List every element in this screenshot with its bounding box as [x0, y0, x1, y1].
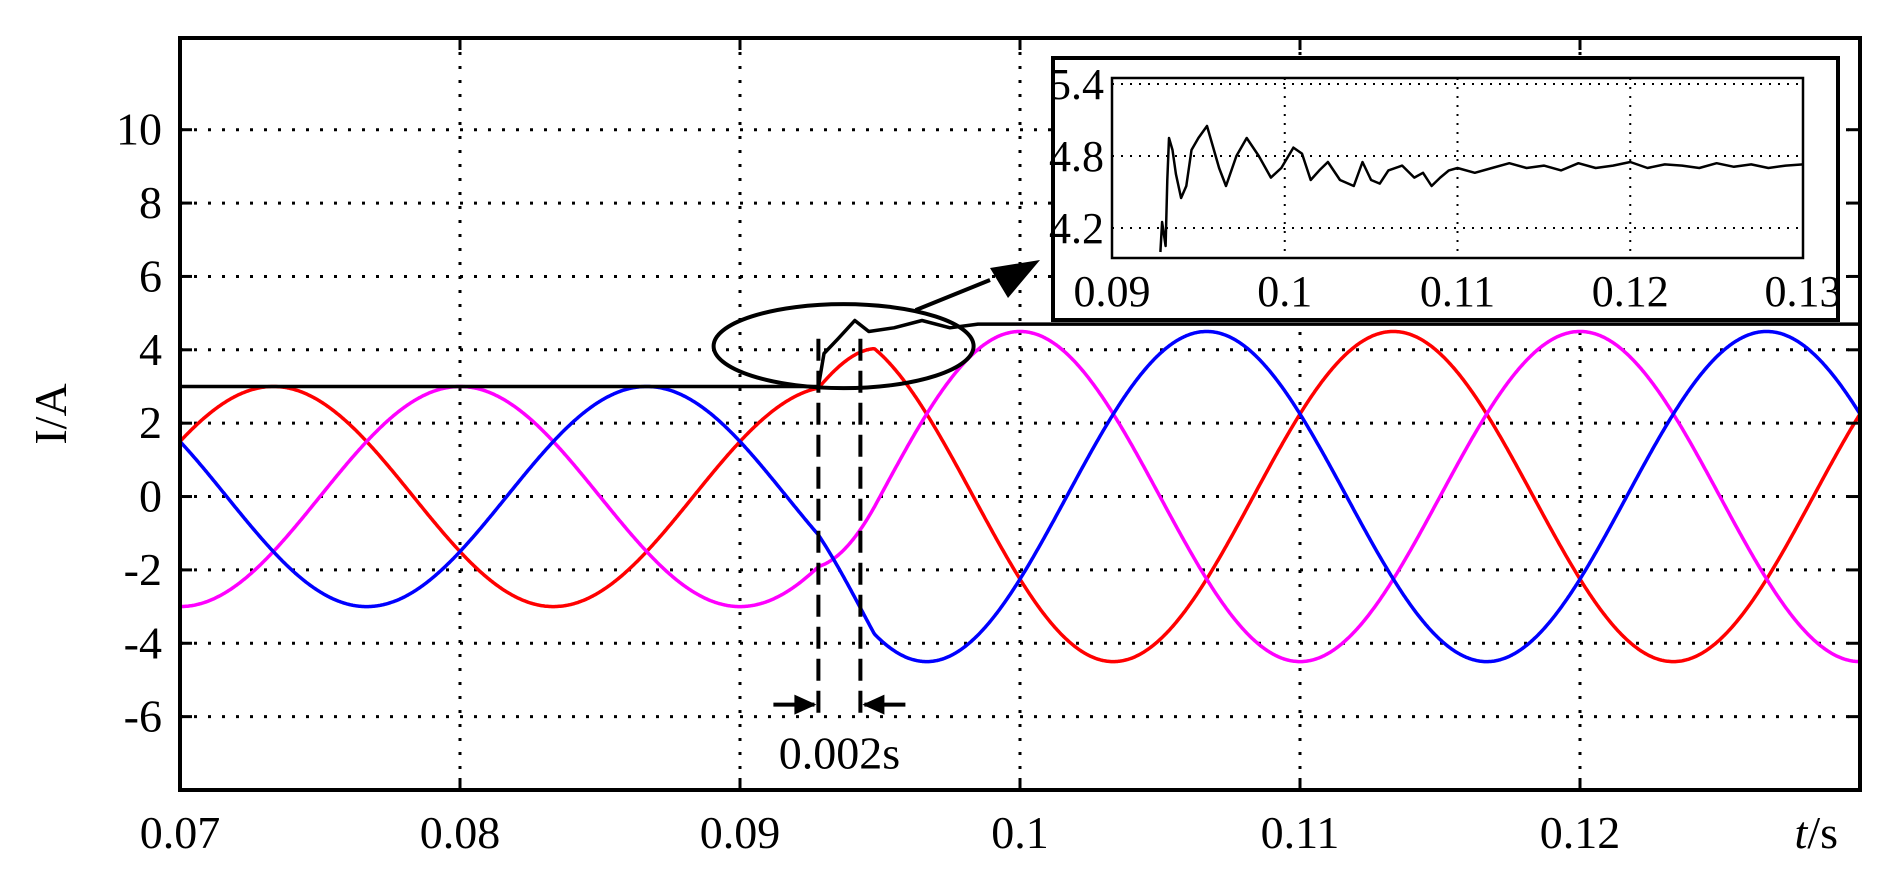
y-axis-label: I/A — [25, 383, 76, 444]
x-axis-label: t/s — [1795, 807, 1838, 858]
x-tick-label: 0.12 — [1540, 807, 1621, 858]
x-tick-label: 0.08 — [420, 807, 501, 858]
inset-x-tick-label: 0.09 — [1074, 267, 1151, 316]
x-tick-label: 0.1 — [991, 807, 1049, 858]
interval-arrow-right-head — [862, 694, 885, 715]
y-tick-label: -6 — [124, 691, 162, 742]
zoom-arrow-line — [914, 278, 991, 312]
inset-y-tick-label: 4.2 — [1049, 204, 1104, 253]
zoom-ellipse — [711, 302, 976, 391]
interval-label: 0.002s — [779, 728, 900, 779]
y-tick-label: 6 — [139, 250, 162, 301]
x-tick-label: 0.11 — [1261, 807, 1340, 858]
inset-y-tick-label: 5.4 — [1049, 60, 1104, 109]
inset-x-tick-label: 0.1 — [1257, 267, 1312, 316]
inset-layer: 0.09 0.1 0.11 0.12 0.13 4.2 4.8 5.4 — [1049, 56, 1842, 322]
annotation-layer: 0.002s — [711, 260, 1040, 779]
inset-frame — [1110, 76, 1805, 260]
x-tick-label: 0.07 — [140, 807, 221, 858]
inset-series-line — [1159, 124, 1804, 253]
y-tick-label: 10 — [116, 104, 162, 155]
y-tick-label: 4 — [139, 324, 162, 375]
series-line-4 — [180, 318, 1860, 389]
labels-layer: 0.07 0.08 0.09 0.1 0.11 0.12 -6 -4 -2 0 2 4 6 8 10 t/s I… — [25, 104, 1838, 858]
inset-x-tick-label: 0.13 — [1765, 267, 1842, 316]
x-tick-label: 0.09 — [700, 807, 781, 858]
y-tick-label: -2 — [124, 544, 162, 595]
series-line-3 — [178, 329, 1862, 664]
inset-x-tick-label: 0.11 — [1420, 267, 1495, 316]
grid-layer — [180, 38, 1860, 790]
y-tick-label: -4 — [124, 617, 162, 668]
frame-layer — [178, 36, 1862, 792]
zoom-arrow-head — [990, 260, 1040, 298]
y-tick-label: 2 — [139, 397, 162, 448]
series-layer — [178, 318, 1862, 664]
y-tick-label: 8 — [139, 177, 162, 228]
inset-y-tick-label: 4.8 — [1049, 132, 1104, 181]
interval-arrow-left-head — [794, 694, 817, 715]
y-tick-label: 0 — [139, 471, 162, 522]
inset-x-tick-label: 0.12 — [1592, 267, 1669, 316]
